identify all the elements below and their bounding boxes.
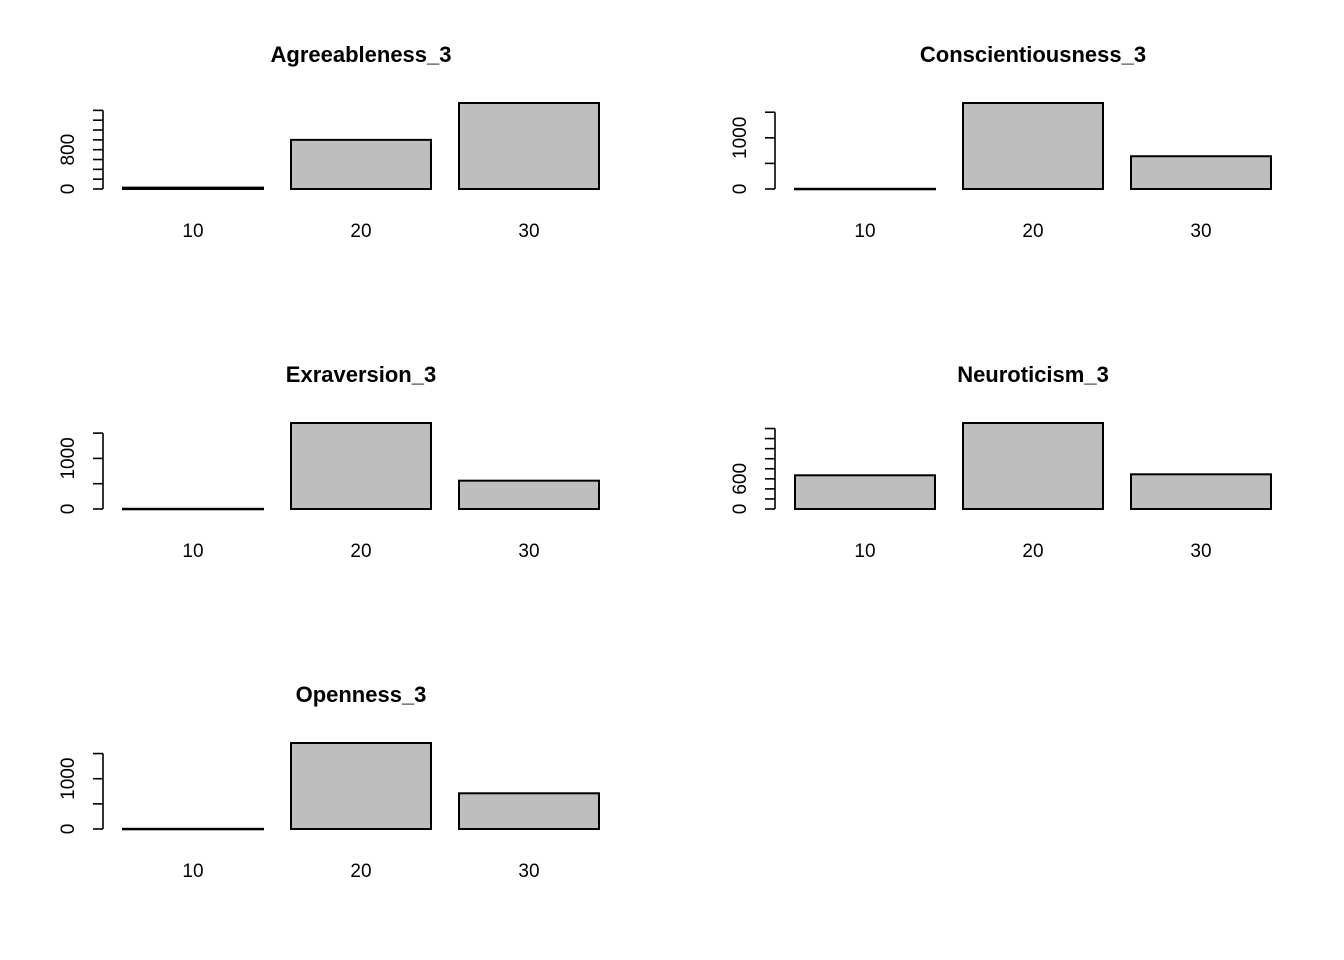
bar-20 <box>962 102 1104 190</box>
y-tick-label: 0 <box>58 184 79 195</box>
y-tick-label: 0 <box>58 824 79 835</box>
x-tick-label: 30 <box>518 541 539 562</box>
bar-20 <box>290 742 432 830</box>
x-tick-label: 20 <box>350 541 371 562</box>
y-tick-label: 600 <box>730 463 751 495</box>
bar-30 <box>1130 473 1272 511</box>
y-tick-label: 0 <box>730 504 751 515</box>
x-tick-label: 10 <box>854 221 875 242</box>
bar-30 <box>458 102 600 190</box>
x-tick-label: 20 <box>350 861 371 882</box>
x-tick-label: 10 <box>182 861 203 882</box>
chart-title: Conscientiousness_3 <box>920 42 1146 67</box>
y-tick-label: 0 <box>58 504 79 515</box>
bar-20 <box>962 422 1104 510</box>
bar-10 <box>794 474 936 511</box>
chart-title: Agreeableness_3 <box>271 42 452 67</box>
y-tick-label: 1000 <box>730 117 751 159</box>
x-tick-label: 20 <box>1022 541 1043 562</box>
x-tick-label: 30 <box>1190 541 1211 562</box>
x-tick-label: 20 <box>350 221 371 242</box>
bar-30 <box>1130 155 1272 191</box>
chart-title: Neuroticism_3 <box>957 362 1109 387</box>
y-tick-label: 800 <box>58 134 79 166</box>
chart-title: Exraversion_3 <box>286 362 436 387</box>
x-tick-label: 10 <box>182 541 203 562</box>
x-tick-label: 30 <box>1190 221 1211 242</box>
bar-20 <box>290 138 432 191</box>
y-tick-label: 0 <box>730 184 751 195</box>
chart-panel: Neuroticism_3 10 20 30 0 600 <box>730 362 1272 562</box>
bar-10 <box>794 187 936 191</box>
x-tick-label: 30 <box>518 221 539 242</box>
chart-panel: Agreeableness_3 10 20 30 0 800 <box>58 42 600 242</box>
bar-30 <box>458 479 600 511</box>
x-tick-label: 10 <box>854 541 875 562</box>
bar-10 <box>122 186 264 190</box>
chart-panel: Conscientiousness_3 10 20 30 0 1000 <box>730 42 1272 242</box>
y-tick-label: 1000 <box>58 758 79 800</box>
chart-title: Openness_3 <box>296 682 427 707</box>
y-tick-label: 1000 <box>58 437 79 479</box>
bar-30 <box>458 792 600 831</box>
bar-20 <box>290 422 432 510</box>
x-tick-label: 10 <box>182 221 203 242</box>
chart-panel: Openness_3 10 20 30 0 1000 <box>58 682 600 882</box>
x-tick-label: 30 <box>518 861 539 882</box>
x-tick-label: 20 <box>1022 221 1043 242</box>
bar-10 <box>122 507 264 511</box>
chart-panel: Exraversion_3 10 20 30 0 1000 <box>58 362 600 562</box>
bar-10 <box>122 827 264 831</box>
